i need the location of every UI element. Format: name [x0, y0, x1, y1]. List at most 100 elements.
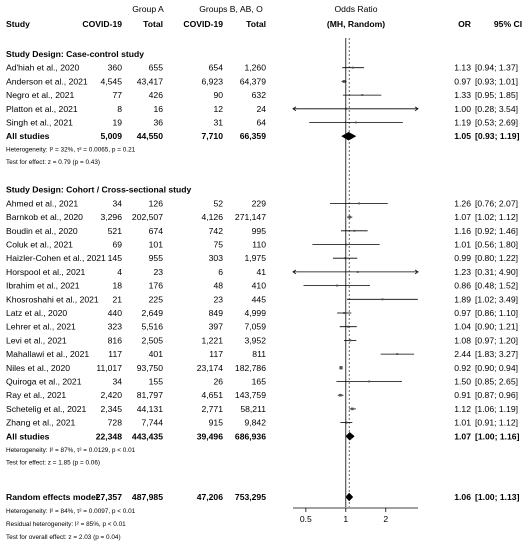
group-b-covid: 742 — [209, 226, 224, 236]
x-axis-tick-label: 1 — [343, 514, 348, 524]
heterogeneity-text: Heterogeneity: I² = 32%, τ² = 0.0065, p … — [6, 147, 136, 154]
x-axis-tick-label: 0.5 — [300, 514, 312, 524]
odds-ratio-value: 1.07 — [454, 431, 471, 441]
group-a-covid: 21 — [112, 294, 122, 304]
test-for-effect-text: Test for effect: z = 1.85 (p = 0.06) — [6, 459, 100, 466]
group-b-total: 1,260 — [244, 63, 266, 73]
study-name: Haizler-Cohen et al., 2021 — [6, 253, 106, 263]
odds-ratio-value: 1.33 — [454, 90, 471, 100]
group-b-covid: 26 — [213, 377, 223, 387]
group-b-covid: 1,221 — [201, 335, 223, 345]
group-b-total: 9,842 — [244, 418, 266, 428]
group-a-total: 16 — [153, 104, 163, 114]
group-a-total: 401 — [149, 349, 164, 359]
group-a-covid: 8 — [117, 104, 122, 114]
group-a-total: 2,649 — [141, 308, 163, 318]
study-name: Barnkob et al., 2020 — [6, 212, 83, 222]
ci-value: [0.94; 1.37] — [475, 63, 518, 73]
group-a-covid: 5,009 — [100, 131, 122, 141]
study-name: Mahallawi et al., 2021 — [6, 349, 89, 359]
group-a-total: 487,985 — [132, 492, 163, 502]
study-name: Khosroshahi et al., 2021 — [6, 294, 99, 304]
group-b-total: 445 — [252, 294, 267, 304]
group-b-total: 811 — [252, 349, 266, 359]
group-a-total: 674 — [149, 226, 164, 236]
ci-arrow-right — [414, 106, 419, 112]
ci-value: [0.93; 1.19] — [475, 131, 520, 141]
group-b-covid: 4,126 — [201, 212, 223, 222]
ci-value: [0.86; 1.10] — [475, 308, 518, 318]
group-a-total: 2,505 — [141, 335, 163, 345]
residual-heterogeneity-text: Residual heterogeneity: I² = 85%, p < 0.… — [6, 521, 126, 528]
group-b-total: 66,359 — [240, 131, 267, 141]
group-a-total: 443,435 — [132, 431, 163, 441]
odds-ratio-value: 0.97 — [454, 308, 471, 318]
odds-ratio-value: 1.26 — [454, 198, 471, 208]
header-group-a: Group A — [132, 4, 164, 14]
group-a-total: 7,744 — [141, 418, 163, 428]
group-b-total: 58,211 — [240, 404, 266, 414]
group-b-total: 64 — [256, 118, 266, 128]
group-a-total: 43,417 — [137, 76, 164, 86]
ci-value: [0.31; 4.90] — [475, 267, 518, 277]
group-a-total: 44,550 — [137, 131, 164, 141]
group-a-covid: 4 — [117, 267, 122, 277]
ci-value: [0.91; 1.12] — [475, 418, 518, 428]
group-a-total: 426 — [149, 90, 164, 100]
heterogeneity-text: Heterogeneity: I² = 87%, τ² = 0.0129, p … — [6, 447, 136, 454]
group-a-covid: 360 — [108, 63, 123, 73]
study-name: All studies — [6, 431, 50, 441]
ci-value: [1.02; 1.12] — [475, 212, 518, 222]
odds-ratio-value: 1.04 — [454, 322, 471, 332]
test-for-effect-text: Test for effect: z = 0.79 (p = 0.43) — [6, 159, 100, 166]
group-a-covid: 2,345 — [100, 404, 122, 414]
group-a-total: 176 — [149, 281, 164, 291]
header-covid-a: COVID-19 — [82, 19, 122, 29]
study-name: Latz et al., 2020 — [6, 308, 67, 318]
group-a-covid: 2,420 — [100, 390, 122, 400]
group-b-covid: 12 — [213, 104, 223, 114]
header-group-b: Groups B, AB, O — [199, 4, 263, 14]
group-a-covid: 77 — [112, 90, 122, 100]
group-b-total: 24 — [256, 104, 266, 114]
study-name: Levi et al., 2021 — [6, 335, 67, 345]
odds-ratio-value: 0.86 — [454, 281, 471, 291]
group-b-covid: 849 — [209, 308, 224, 318]
group-b-covid: 31 — [213, 118, 223, 128]
ci-value: [0.76; 2.07] — [475, 198, 518, 208]
study-weight-square — [396, 353, 399, 356]
study-name: Ad'hiah et al., 2020 — [6, 63, 80, 73]
group-b-covid: 52 — [213, 198, 223, 208]
study-weight-square — [348, 215, 352, 219]
ci-value: [0.85; 2.65] — [475, 377, 518, 387]
study-weight-square — [339, 393, 342, 397]
study-weight-square — [343, 312, 346, 314]
group-a-covid: 34 — [112, 377, 122, 387]
overall-test-text: Test for overall effect: z = 2.03 (p = 0… — [6, 534, 121, 541]
study-weight-square — [347, 325, 350, 328]
group-b-total: 64,379 — [240, 76, 267, 86]
study-name: Ray et al., 2021 — [6, 390, 66, 400]
study-name: Niles et al., 2020 — [6, 363, 70, 373]
ci-value: [1.00; 1.16] — [475, 431, 520, 441]
group-b-total: 3,952 — [244, 335, 266, 345]
study-name: Singh et al., 2021 — [6, 118, 73, 128]
ci-value: [0.95; 1.85] — [475, 90, 518, 100]
pooled-diamond — [345, 431, 355, 441]
study-weight-square — [368, 380, 371, 383]
overall-heterogeneity-text: Heterogeneity: I² = 84%, τ² = 0.0097, p … — [6, 508, 136, 515]
header-or: OR — [458, 19, 472, 29]
pooled-diamond — [345, 492, 354, 502]
group-a-covid: 22,348 — [96, 431, 123, 441]
group-a-covid: 69 — [112, 240, 122, 250]
group-b-total: 7,059 — [244, 322, 266, 332]
odds-ratio-value: 0.91 — [454, 390, 471, 400]
group-a-total: 202,507 — [132, 212, 163, 222]
group-b-total: 143,759 — [235, 390, 266, 400]
group-b-total: 229 — [252, 198, 267, 208]
ci-value: [0.53; 2.69] — [475, 118, 518, 128]
study-weight-square — [349, 339, 352, 342]
group-a-covid: 18 — [112, 281, 122, 291]
group-b-covid: 48 — [213, 281, 223, 291]
ci-value: [1.83; 3.27] — [475, 349, 518, 359]
